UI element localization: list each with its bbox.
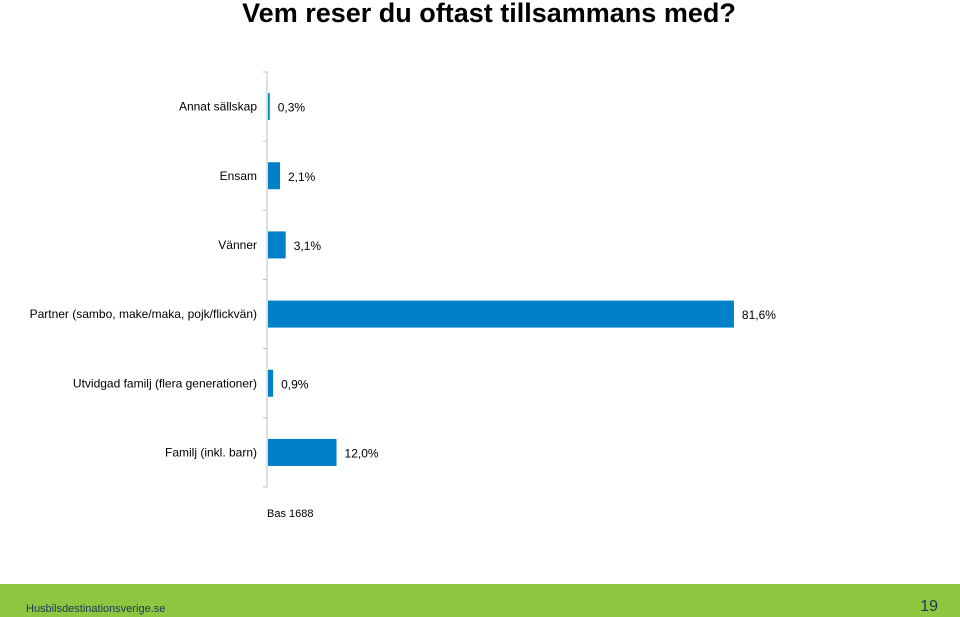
category-label: Utvidgad familj (flera generationer) xyxy=(73,376,257,390)
data-label: 0,9% xyxy=(281,377,309,391)
base-note: Bas 1688 xyxy=(267,508,313,520)
data-label: 0,3% xyxy=(278,101,306,115)
data-label: 2,1% xyxy=(288,170,316,184)
category-label: Annat sällskap xyxy=(179,100,257,114)
bar xyxy=(268,231,286,259)
category-label: Familj (inkl. barn) xyxy=(165,445,257,459)
bar xyxy=(268,300,734,328)
page-number: 19 xyxy=(920,598,938,615)
footer-site-link[interactable]: Husbilsdestinationsverige.se xyxy=(26,603,166,615)
data-label: 81,6% xyxy=(742,308,776,322)
data-label: 3,1% xyxy=(294,239,322,253)
bar xyxy=(268,369,274,397)
bar xyxy=(268,438,337,466)
chart-title: Vem reser du oftast tillsammans med? xyxy=(242,0,736,28)
footer-bar: Husbilsdestinationsverige.se 19 xyxy=(0,584,960,617)
data-label: 12,0% xyxy=(345,446,379,460)
category-label: Partner (sambo, make/maka, pojk/flickvän… xyxy=(30,307,257,321)
category-label: Ensam xyxy=(220,169,257,183)
bar xyxy=(268,162,280,190)
bar xyxy=(268,93,270,121)
category-label: Vänner xyxy=(218,238,257,252)
bar-chart: Annat sällskap 0,3% Ensam 2,1% Vänner 3,1% Par… xyxy=(30,71,776,520)
